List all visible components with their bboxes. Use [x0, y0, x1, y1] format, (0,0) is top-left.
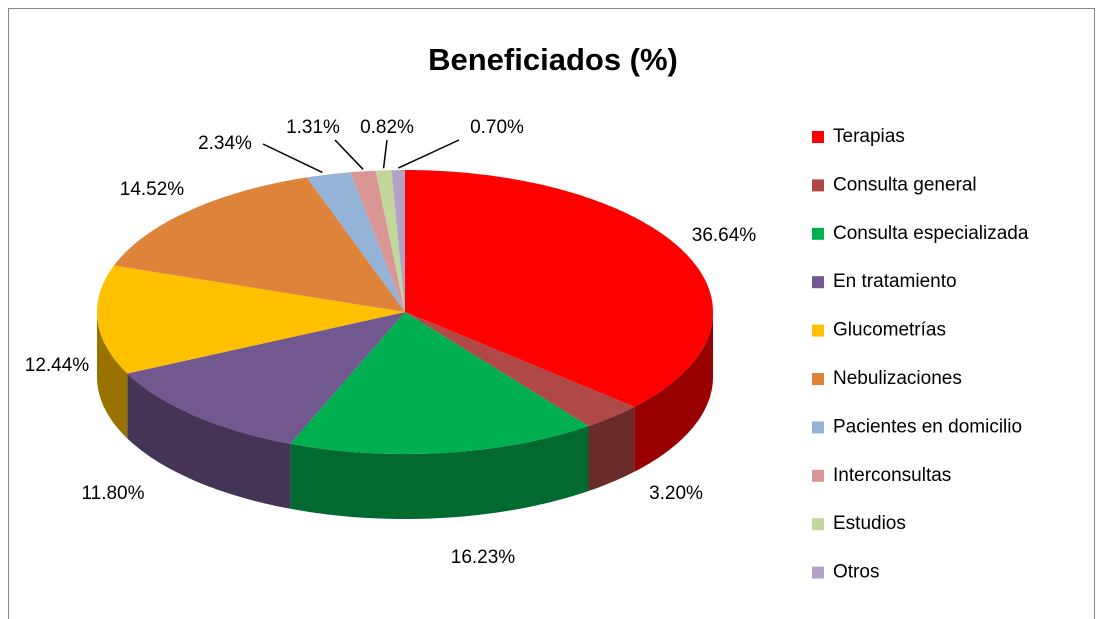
pie-side — [97, 312, 128, 439]
pie-slice — [350, 170, 405, 312]
legend-label: Terapias — [833, 126, 905, 147]
legend-label: Consulta especializada — [833, 223, 1029, 244]
legend-swatch — [812, 227, 824, 240]
data-label: 2.34% — [198, 133, 252, 154]
legend-label: Estudios — [833, 513, 906, 534]
legend-swatch — [812, 566, 824, 579]
pie-side — [588, 406, 635, 491]
data-label: 1.31% — [286, 117, 340, 138]
data-label: 12.44% — [25, 355, 90, 376]
data-label: 3.20% — [649, 483, 703, 504]
data-label: 16.23% — [451, 547, 516, 568]
leader-line — [334, 139, 364, 170]
legend-label: Otros — [833, 562, 879, 583]
pie-side — [290, 426, 589, 519]
legend-swatch — [812, 179, 824, 192]
pie-slice — [405, 312, 635, 426]
legend-swatch — [812, 131, 824, 143]
legend-swatch — [812, 276, 824, 289]
legend-label: Pacientes en domicilio — [833, 416, 1022, 437]
pie-side — [634, 312, 713, 472]
leader-line — [382, 139, 388, 169]
legend-swatch — [812, 373, 824, 385]
pie-slice — [306, 172, 405, 312]
data-label: 0.70% — [470, 117, 524, 138]
pie-slice — [375, 170, 405, 312]
legend-label: En tratamiento — [833, 271, 957, 292]
pie-side — [127, 373, 291, 509]
data-label: 14.52% — [120, 179, 185, 200]
legend-swatch — [812, 421, 824, 434]
legend-swatch — [812, 324, 824, 337]
legend-label: Consulta general — [833, 174, 977, 195]
legend-swatch — [812, 469, 824, 482]
legend-swatch — [812, 518, 824, 531]
chart-title: Beneficiados (%) — [428, 42, 678, 77]
pie-slice — [97, 265, 405, 374]
pie-slice — [127, 312, 406, 444]
legend-label: Interconsultas — [833, 465, 951, 486]
legend-label: Glucometrías — [833, 320, 946, 341]
leader-line — [397, 139, 460, 169]
legend-label: Nebulizaciones — [833, 368, 962, 389]
pie-slice — [114, 177, 405, 312]
data-label: 0.82% — [360, 117, 414, 138]
leader-line — [262, 143, 323, 174]
data-label: 11.80% — [81, 483, 144, 504]
data-label: 36.64% — [692, 225, 757, 246]
pie-slice — [391, 170, 405, 312]
pie-slice — [290, 312, 589, 454]
pie-slice — [405, 170, 713, 407]
